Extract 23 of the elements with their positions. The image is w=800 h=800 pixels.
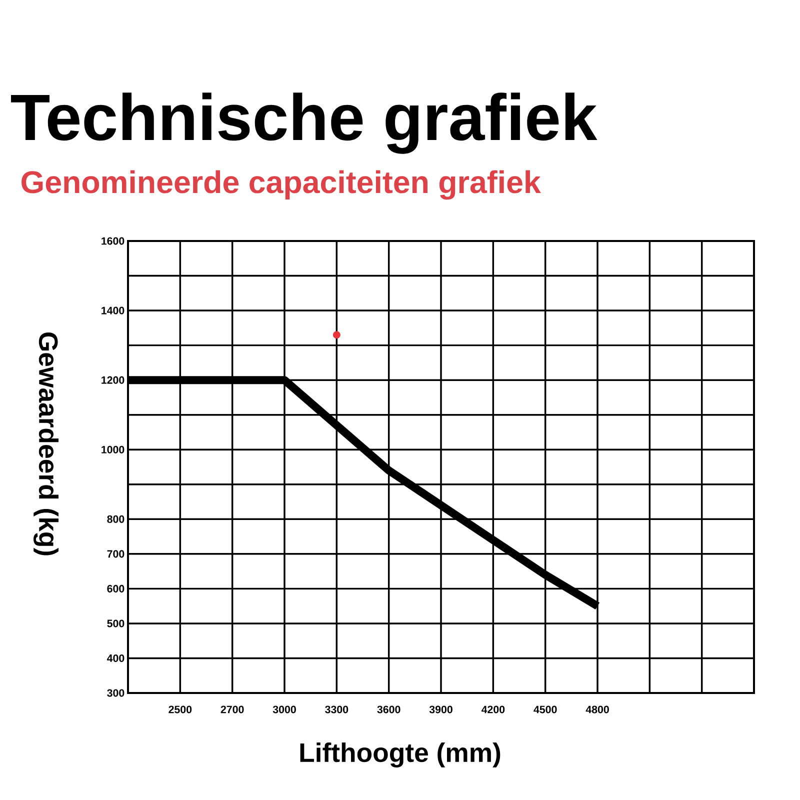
y-tick-label: 1600 <box>102 237 124 245</box>
x-tick-label: 3900 <box>429 706 452 714</box>
y-tick-label: 300 <box>107 689 124 697</box>
x-tick-label: 3600 <box>377 706 400 714</box>
y-tick-label: 800 <box>107 515 124 523</box>
x-tick-label: 2700 <box>220 706 244 714</box>
y-tick-label: 600 <box>107 584 124 592</box>
chart-title: Technische grafiek <box>11 92 598 154</box>
x-tick-label: 3300 <box>325 706 348 714</box>
y-axis-title: Gewaardeerd (kg) <box>34 332 58 556</box>
x-axis-title: Lifthoogte (mm) <box>300 742 500 768</box>
y-tick-label: 1000 <box>102 446 124 454</box>
x-tick-label: 2500 <box>168 706 192 714</box>
y-tick-label: 500 <box>107 620 124 628</box>
x-tick-label: 4800 <box>586 706 609 714</box>
y-tick-label: 700 <box>107 550 124 558</box>
y-tick-label: 400 <box>106 654 124 662</box>
y-tick-label: 1400 <box>102 306 124 314</box>
y-tick-label: 1200 <box>102 376 124 384</box>
x-tick-label: 4500 <box>534 706 557 714</box>
x-tick-label: 4200 <box>481 706 505 714</box>
chart-subtitle: Genomineerde capaciteiten grafiek <box>22 170 541 200</box>
x-tick-label: 3000 <box>272 706 296 714</box>
